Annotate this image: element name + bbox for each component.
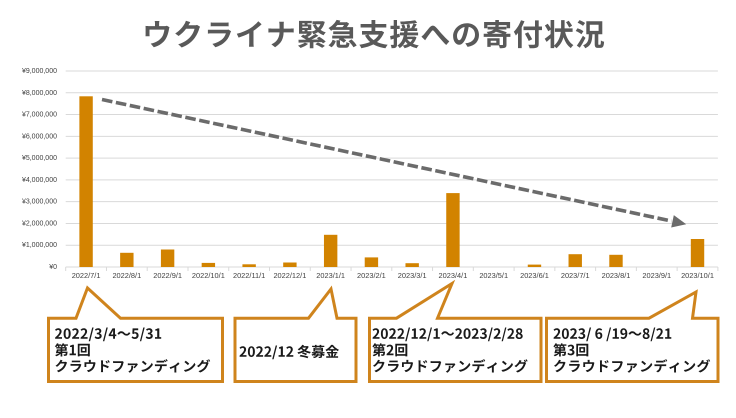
svg-text:¥0: ¥0	[49, 264, 57, 271]
svg-text:2022/11/1: 2022/11/1	[233, 271, 265, 280]
svg-text:2023/8/1: 2023/8/1	[602, 271, 631, 280]
svg-text:¥1,000,000: ¥1,000,000	[22, 242, 57, 249]
svg-text:2023/10/1: 2023/10/1	[681, 271, 714, 280]
svg-text:¥4,000,000: ¥4,000,000	[22, 177, 57, 184]
svg-text:2023/5/1: 2023/5/1	[479, 271, 508, 280]
svg-text:¥6,000,000: ¥6,000,000	[22, 133, 57, 140]
svg-text:¥7,000,000: ¥7,000,000	[22, 112, 57, 119]
svg-text:2022/12/1: 2022/12/1	[273, 271, 306, 280]
svg-text:2023/2/1: 2023/2/1	[357, 271, 386, 280]
svg-text:2023/4/1: 2023/4/1	[439, 271, 468, 280]
svg-text:2023/7/1: 2023/7/1	[561, 271, 590, 280]
svg-text:¥9,000,000: ¥9,000,000	[22, 68, 57, 75]
svg-text:¥5,000,000: ¥5,000,000	[22, 155, 57, 162]
svg-text:2022/10/1: 2022/10/1	[192, 271, 225, 280]
svg-text:2022/8/1: 2022/8/1	[112, 271, 141, 280]
svg-text:¥3,000,000: ¥3,000,000	[22, 199, 57, 206]
svg-text:2022/9/1: 2022/9/1	[153, 271, 182, 280]
svg-text:2023/9/1: 2023/9/1	[642, 271, 671, 280]
svg-text:2023/6/1: 2023/6/1	[520, 271, 549, 280]
svg-text:¥8,000,000: ¥8,000,000	[22, 90, 57, 97]
svg-text:¥2,000,000: ¥2,000,000	[22, 220, 57, 227]
svg-text:2023/1/1: 2023/1/1	[316, 271, 345, 280]
svg-text:2022/7/1: 2022/7/1	[72, 271, 101, 280]
svg-text:2023/3/1: 2023/3/1	[398, 271, 427, 280]
